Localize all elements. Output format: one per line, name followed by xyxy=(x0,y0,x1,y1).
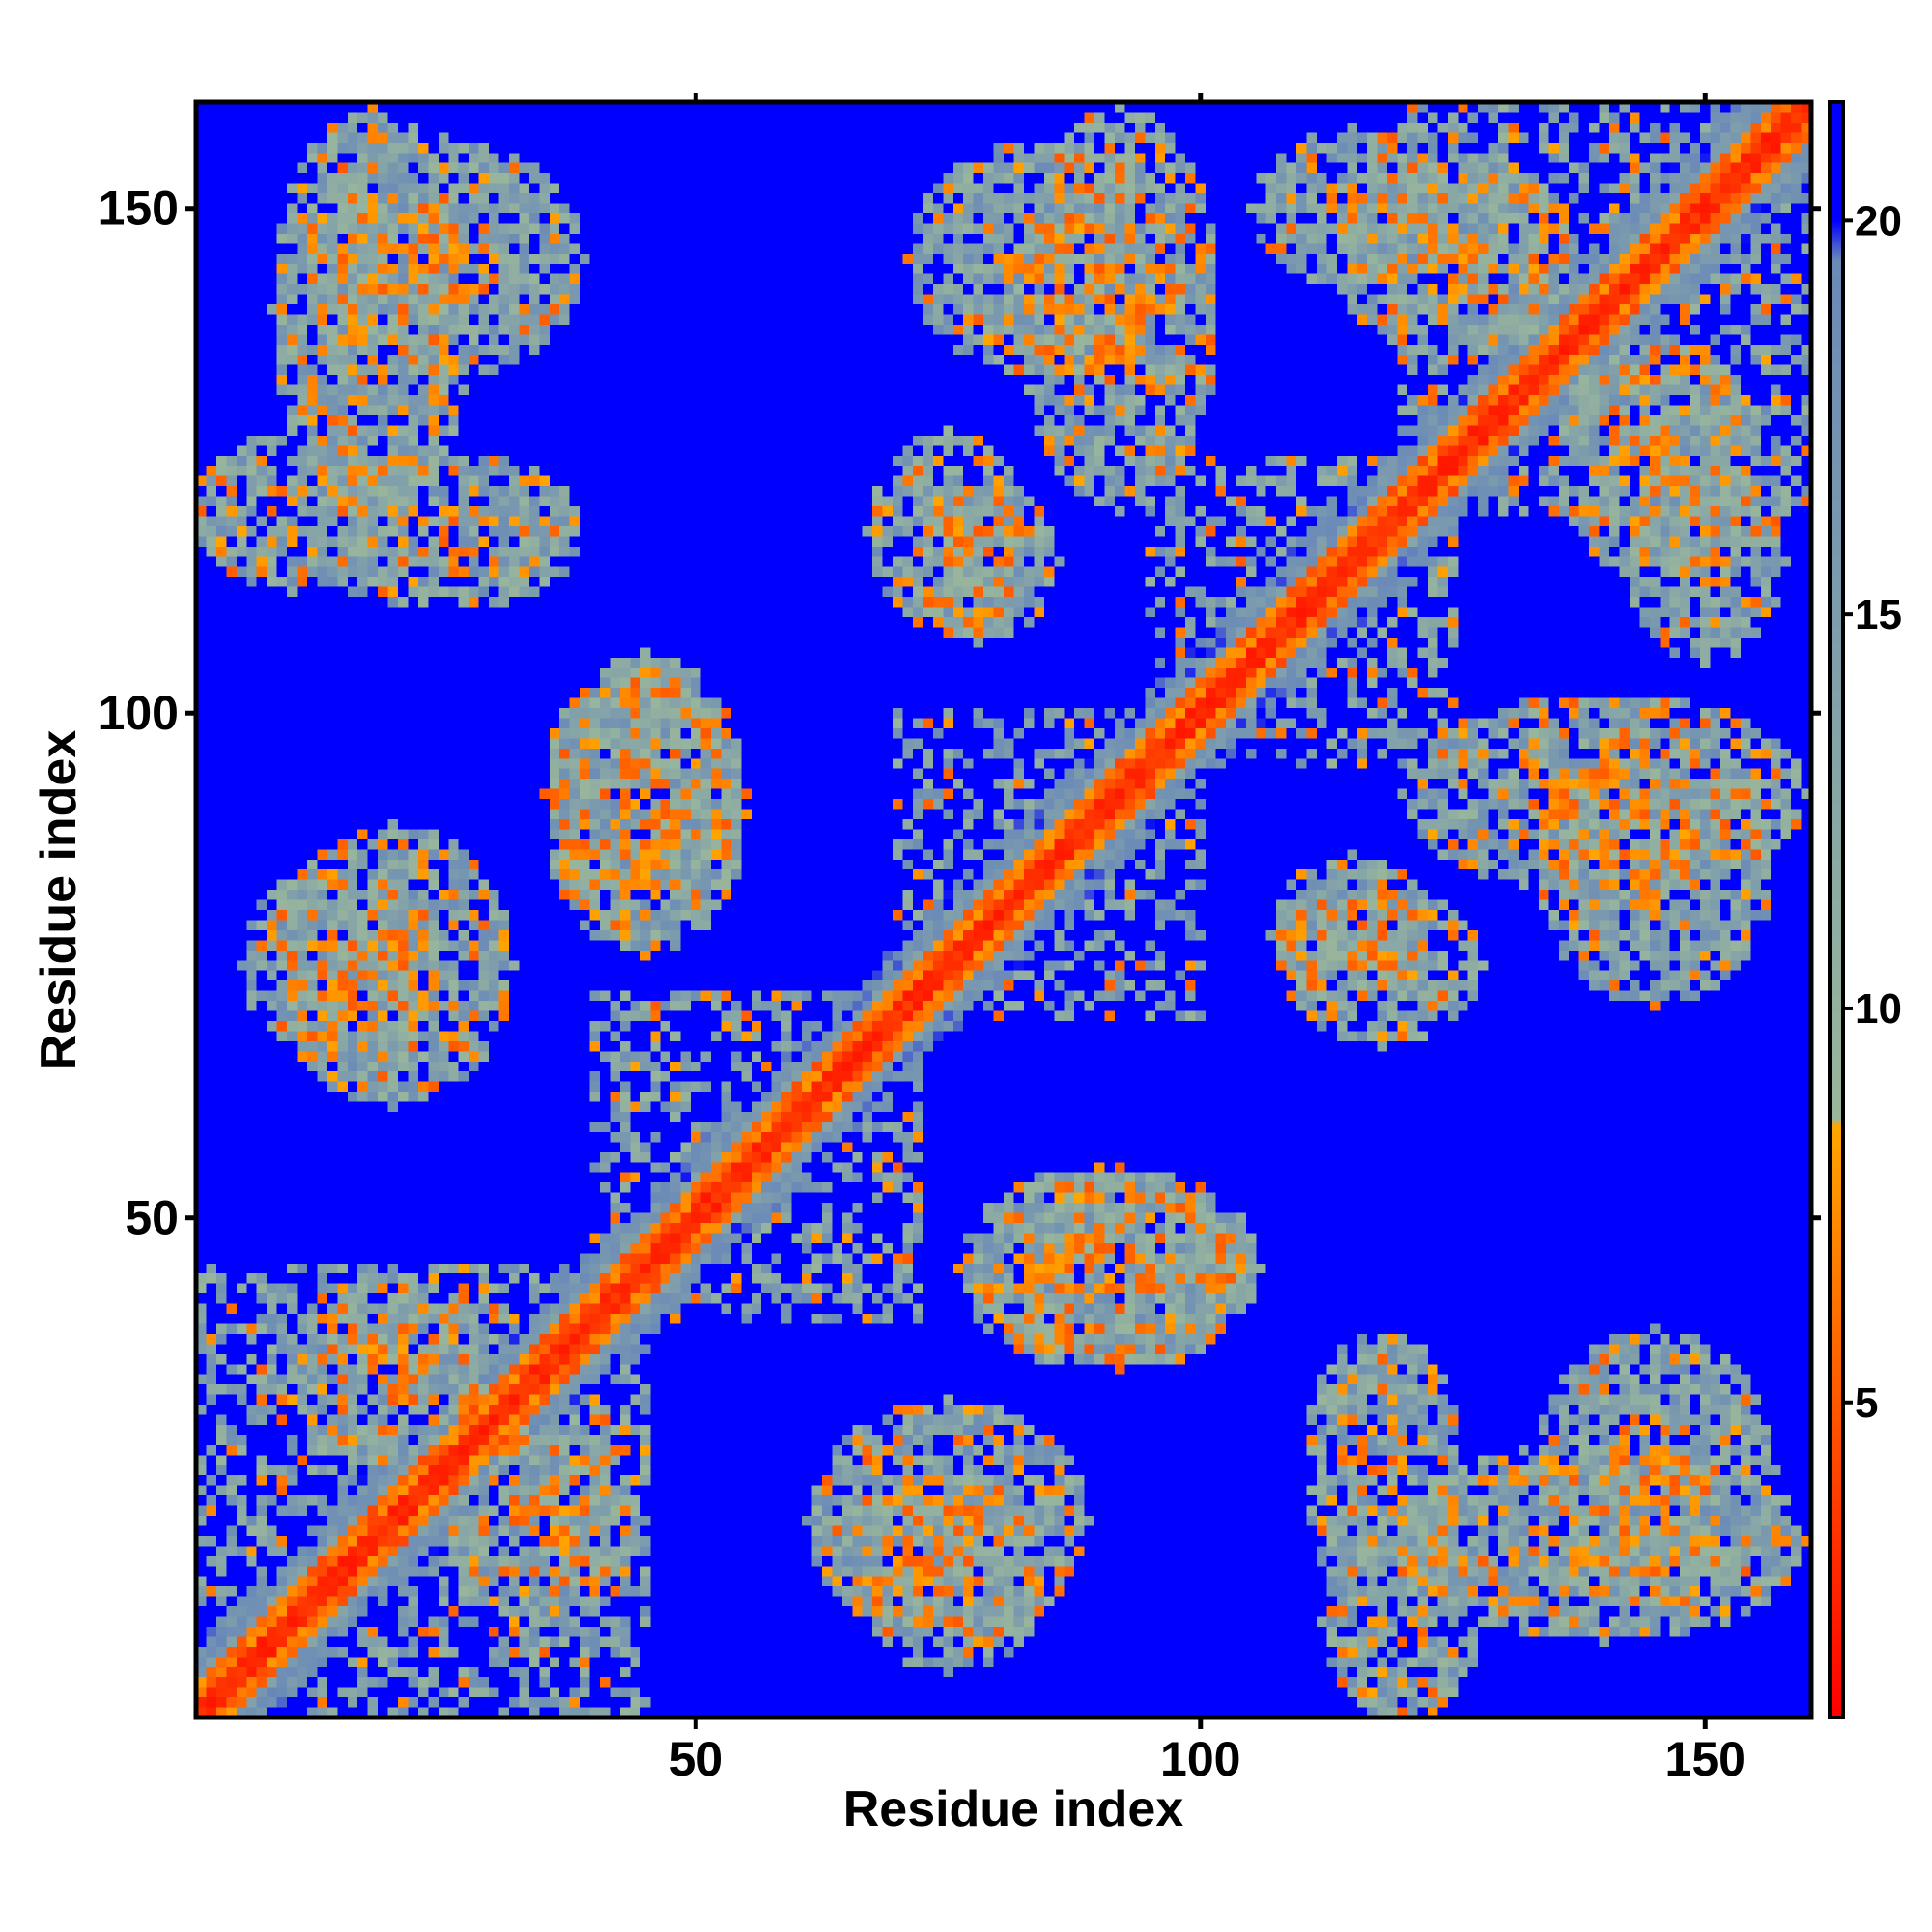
y-axis-ticks: 50 100 150 xyxy=(99,182,1821,1245)
colorbar-tick-label: 20 xyxy=(1855,197,1902,244)
y-tick-label: 150 xyxy=(99,182,179,236)
colorbar-tick-label: 5 xyxy=(1855,1379,1878,1427)
x-axis-ticks: 50 100 150 xyxy=(668,93,1746,1786)
x-tick-label: 50 xyxy=(668,1732,723,1786)
x-axis-title: Residue index xyxy=(843,1781,1184,1837)
plot-frame xyxy=(193,99,1814,1720)
y-axis-title: Residue index xyxy=(31,730,87,1071)
x-tick-label: 150 xyxy=(1665,1732,1746,1786)
y-tick-label: 50 xyxy=(125,1191,179,1245)
colorbar xyxy=(1830,102,1843,1718)
colorbar-ticks: 5 10 15 20 xyxy=(1843,197,1902,1427)
y-tick-label: 100 xyxy=(99,686,179,740)
x-tick-label: 100 xyxy=(1160,1732,1240,1786)
heatmap-grid xyxy=(196,102,1811,1718)
colorbar-tick-label: 15 xyxy=(1855,591,1902,639)
colorbar-frame xyxy=(1828,100,1845,1719)
colorbar-tick-label: 10 xyxy=(1855,985,1902,1033)
